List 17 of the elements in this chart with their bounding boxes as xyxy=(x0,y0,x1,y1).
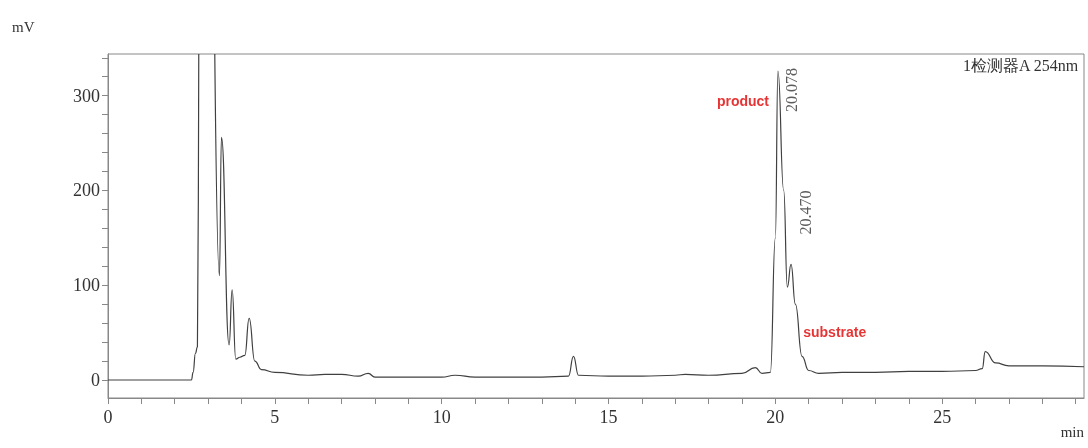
annotation: product xyxy=(716,93,770,110)
x-tick-label: 0 xyxy=(103,407,113,427)
annotation: substrate xyxy=(803,324,867,341)
x-tick-label: 25 xyxy=(933,407,952,427)
x-tick-label: 20 xyxy=(766,407,785,427)
x-tick-label: 10 xyxy=(432,407,451,427)
x-axis-title: min xyxy=(1060,423,1085,440)
y-tick-label: 100 xyxy=(73,275,100,296)
x-tick-label: 15 xyxy=(599,407,618,427)
y-axis-title: mV xyxy=(12,18,35,35)
x-tick-label: 5 xyxy=(270,407,280,427)
y-tick-label: 200 xyxy=(73,180,100,201)
annotation: 20.078 xyxy=(783,68,801,113)
y-tick-label: 300 xyxy=(73,85,100,106)
annotation: 20.470 xyxy=(796,190,814,235)
chart-title: 1检测器A 254nm xyxy=(963,56,1079,74)
y-tick-label: 0 xyxy=(91,369,100,390)
